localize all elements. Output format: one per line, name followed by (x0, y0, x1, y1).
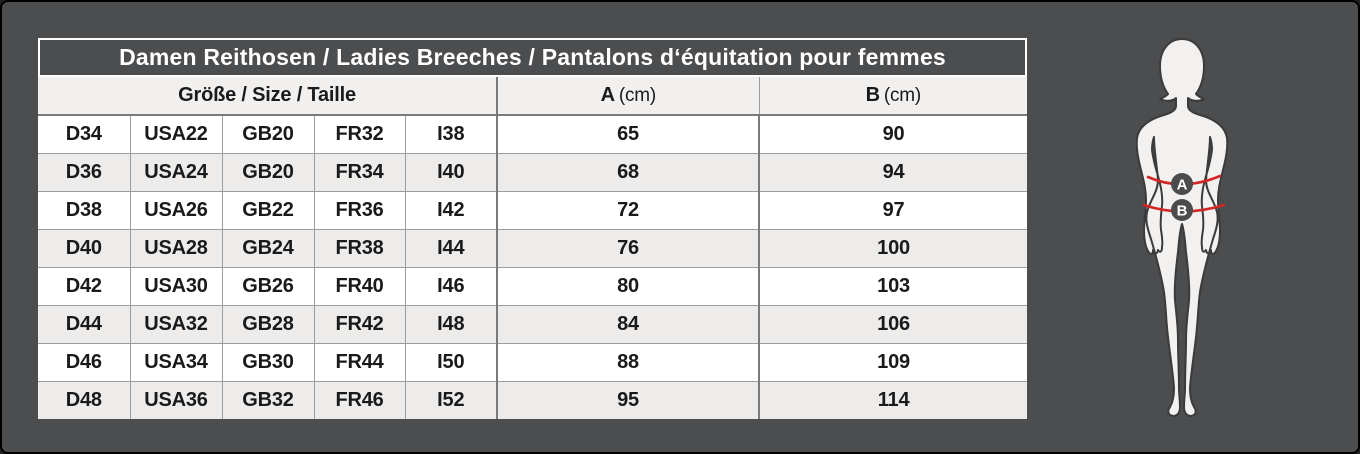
cell-size-i: I48 (405, 305, 499, 344)
table-row: D40 USA28 GB24 FR38 I44 76 100 (38, 229, 1028, 268)
table-title: Damen Reithosen / Ladies Breeches / Pant… (38, 38, 1027, 77)
cell-size-fr: FR34 (314, 153, 406, 192)
cell-size-gb: GB24 (222, 229, 315, 268)
header-b: B (cm) (759, 77, 1028, 116)
cell-size-usa: USA36 (130, 381, 223, 419)
cell-size-d: D34 (38, 115, 131, 154)
cell-size-usa: USA32 (130, 305, 223, 344)
cell-size-fr: FR42 (314, 305, 406, 344)
cell-size-gb: GB20 (222, 115, 315, 154)
cell-measure-b: 106 (759, 305, 1028, 344)
cell-measure-b: 94 (759, 153, 1028, 192)
table-row: D34 USA22 GB20 FR32 I38 65 90 (38, 115, 1028, 154)
cell-size-gb: GB28 (222, 305, 315, 344)
cell-measure-a: 65 (497, 115, 761, 154)
header-b-unit: (cm) (883, 85, 922, 106)
cell-size-d: D36 (38, 153, 131, 192)
cell-measure-a: 88 (497, 343, 761, 382)
header-a-letter: A (600, 84, 615, 106)
cell-size-gb: GB32 (222, 381, 315, 419)
cell-measure-b: 109 (759, 343, 1028, 382)
cell-size-i: I40 (405, 153, 499, 192)
cell-measure-b: 97 (759, 191, 1028, 230)
cell-size-usa: USA34 (130, 343, 223, 382)
cell-size-d: D44 (38, 305, 131, 344)
cell-size-i: I46 (405, 267, 499, 306)
badge-a-label: A (1177, 177, 1188, 194)
cell-size-gb: GB30 (222, 343, 315, 382)
cell-size-gb: GB22 (222, 191, 315, 230)
cell-measure-a: 95 (497, 381, 761, 419)
cell-size-d: D46 (38, 343, 131, 382)
cell-size-gb: GB26 (222, 267, 315, 306)
cell-measure-a: 76 (497, 229, 761, 268)
table-header-row: Größe / Size / Taille A (cm) B (cm) (38, 77, 1028, 116)
body-silhouette (1135, 38, 1229, 417)
size-table: Größe / Size / Taille A (cm) B (cm) D34 US… (38, 77, 1028, 419)
cell-size-i: I42 (405, 191, 499, 230)
badge-a-circle (1171, 173, 1193, 195)
cell-measure-a: 80 (497, 267, 761, 306)
cell-size-fr: FR32 (314, 115, 406, 154)
cell-size-i: I38 (405, 115, 499, 154)
cell-size-d: D42 (38, 267, 131, 306)
cell-size-usa: USA30 (130, 267, 223, 306)
cell-size-i: I52 (405, 381, 499, 419)
cell-size-d: D48 (38, 381, 131, 419)
cell-measure-b: 100 (759, 229, 1028, 268)
cell-size-fr: FR46 (314, 381, 406, 419)
woman-silhouette-figure: A B (1135, 38, 1229, 417)
header-b-letter: B (865, 84, 880, 106)
cell-measure-a: 84 (497, 305, 761, 344)
cell-size-fr: FR36 (314, 191, 406, 230)
cell-measure-b: 103 (759, 267, 1028, 306)
cell-size-gb: GB20 (222, 153, 315, 192)
cell-size-d: D38 (38, 191, 131, 230)
cell-measure-a: 68 (497, 153, 761, 192)
cell-size-d: D40 (38, 229, 131, 268)
badge-b-circle (1171, 199, 1193, 221)
size-table-panel: Damen Reithosen / Ladies Breeches / Pant… (38, 38, 1028, 419)
header-size-label: Größe / Size / Taille (38, 77, 499, 116)
cell-size-usa: USA28 (130, 229, 223, 268)
table-row: D36 USA24 GB20 FR34 I40 68 94 (38, 153, 1028, 192)
cell-size-fr: FR44 (314, 343, 406, 382)
table-row: D46 USA34 GB30 FR44 I50 88 109 (38, 343, 1028, 382)
cell-measure-b: 90 (759, 115, 1028, 154)
header-a: A (cm) (497, 77, 760, 116)
cell-size-usa: USA24 (130, 153, 223, 192)
badge-b-label: B (1177, 203, 1188, 220)
table-row: D42 USA30 GB26 FR40 I46 80 103 (38, 267, 1028, 306)
cell-size-i: I44 (405, 229, 499, 268)
header-a-unit: (cm) (618, 85, 657, 106)
cell-size-fr: FR38 (314, 229, 406, 268)
table-row: D44 USA32 GB28 FR42 I48 84 106 (38, 305, 1028, 344)
cell-size-fr: FR40 (314, 267, 406, 306)
cell-size-usa: USA22 (130, 115, 223, 154)
cell-measure-b: 114 (759, 381, 1028, 419)
cell-size-usa: USA26 (130, 191, 223, 230)
cell-measure-a: 72 (497, 191, 761, 230)
table-row: D38 USA26 GB22 FR36 I42 72 97 (38, 191, 1028, 230)
cell-size-i: I50 (405, 343, 499, 382)
table-row: D48 USA36 GB32 FR46 I52 95 114 (38, 381, 1028, 419)
